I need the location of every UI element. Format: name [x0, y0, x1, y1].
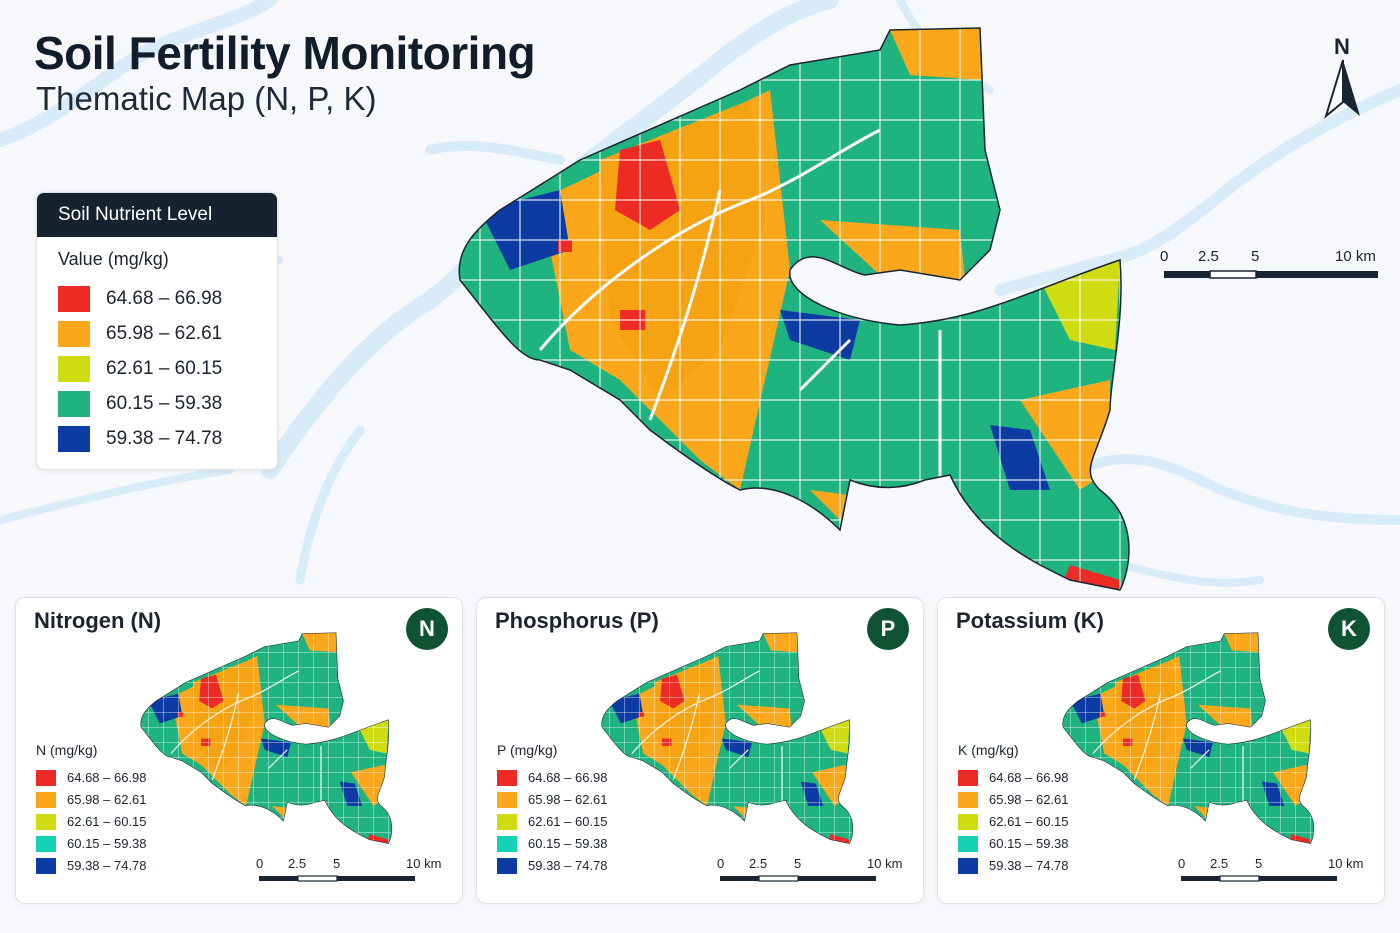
main-thematic-map [458, 27, 1130, 591]
panel-title: Nitrogen (N) [34, 608, 162, 633]
scale-tick-label: 2.5 [1210, 856, 1229, 871]
panel-title: Phosphorus (P) [495, 608, 659, 633]
legend-swatch [58, 356, 90, 382]
scale-bar-graphic [259, 875, 415, 882]
scale-tick-label: 2.5 [1198, 248, 1219, 265]
nitrogen-mini-map [140, 632, 393, 844]
legend-swatch [958, 792, 978, 808]
panel-badge: P [867, 608, 909, 650]
scale-tick-label: 0 [1178, 856, 1186, 871]
legend-swatch [497, 814, 517, 830]
soil-nutrient-legend: Soil Nutrient Level Value (mg/kg) 64.68 … [36, 192, 278, 470]
scale-bar: 0 2.5 5 10 km [717, 856, 907, 886]
scale-tick-label: 5 [1251, 248, 1260, 265]
scale-tick-label: 5 [1255, 856, 1263, 871]
legend-label: 59.38 – 74.78 [106, 428, 223, 449]
panel-unit: P (mg/kg) [497, 742, 558, 758]
legend-label: 59.38 – 74.78 [528, 858, 608, 873]
scale-tick-label: 0 [256, 856, 264, 871]
phosphorus-mini-map [601, 632, 854, 844]
scale-tick-label: 5 [794, 856, 802, 871]
scale-tick-label: 2.5 [288, 856, 307, 871]
scale-tick-label: 10 km [406, 856, 442, 871]
legend-swatch [497, 792, 517, 808]
legend-swatch [36, 814, 56, 830]
legend-swatch [36, 792, 56, 808]
scale-tick-label: 0 [717, 856, 725, 871]
panel-badge: N [406, 608, 448, 650]
north-label: N [1334, 34, 1350, 59]
legend-swatch [497, 770, 517, 786]
scale-tick-label: 10 km [867, 856, 903, 871]
panel-unit: N (mg/kg) [36, 742, 98, 758]
legend-swatch [497, 836, 517, 852]
legend-label: 64.68 – 66.98 [106, 288, 223, 309]
legend-swatch [958, 770, 978, 786]
legend-label: 64.68 – 66.98 [528, 770, 608, 785]
scale-bar: 0 2.5 5 10 km [256, 856, 446, 886]
scale-tick-label: 5 [333, 856, 341, 871]
legend-label: 62.61 – 60.15 [528, 814, 608, 829]
legend-label: 60.15 – 59.38 [67, 836, 147, 851]
legend-label: 60.15 – 59.38 [528, 836, 608, 851]
scale-tick-label: 10 km [1328, 856, 1364, 871]
scale-bar-graphic [720, 875, 876, 882]
legend-header: Soil Nutrient Level [37, 193, 277, 237]
legend-swatch [36, 836, 56, 852]
legend-label: 60.15 – 59.38 [989, 836, 1069, 851]
scale-tick-label: 2.5 [749, 856, 768, 871]
scale-bar: 0 2.5 5 10 km [1178, 856, 1368, 886]
legend-swatch [958, 858, 978, 874]
panel-badge: K [1328, 608, 1370, 650]
north-arrow: N [1320, 34, 1366, 120]
legend-swatch [58, 426, 90, 452]
legend-swatch [36, 770, 56, 786]
scale-tick-label: 0 [1160, 248, 1169, 265]
scale-bar-graphic [1164, 270, 1378, 279]
page-title: Soil Fertility Monitoring [34, 27, 536, 79]
legend-label: 64.68 – 66.98 [67, 770, 147, 785]
legend-unit: Value (mg/kg) [58, 249, 169, 269]
legend-swatch [958, 836, 978, 852]
panel-unit: K (mg/kg) [958, 742, 1019, 758]
legend-label: 62.61 – 60.15 [67, 814, 147, 829]
north-arrow-icon [1324, 59, 1360, 119]
scale-tick-label: 10 km [1335, 248, 1376, 265]
legend-label: 62.61 – 60.15 [106, 358, 223, 379]
legend-label: 65.98 – 62.61 [989, 792, 1069, 807]
legend-swatch [497, 858, 517, 874]
legend-swatch [36, 858, 56, 874]
legend-label: 65.98 – 62.61 [528, 792, 608, 807]
legend-label: 65.98 – 62.61 [106, 323, 223, 344]
legend-label: 64.68 – 66.98 [989, 770, 1069, 785]
panel-nitrogen: Nitrogen (N) N N (mg/kg [15, 597, 463, 904]
page-subtitle: Thematic Map (N, P, K) [36, 80, 377, 117]
scale-bar: 0 2.5 5 10 km [1160, 248, 1380, 284]
panel-phosphorus: Phosphorus (P) P P (mg/ [476, 597, 924, 904]
legend-label: 59.38 – 74.78 [67, 858, 147, 873]
legend-swatch [958, 814, 978, 830]
legend-swatch [58, 391, 90, 417]
scale-bar-graphic [1181, 875, 1337, 882]
legend-label: 65.98 – 62.61 [67, 792, 147, 807]
potassium-mini-map [1062, 632, 1315, 844]
legend-swatch [58, 286, 90, 312]
legend-label: 60.15 – 59.38 [106, 393, 223, 414]
panel-title: Potassium (K) [956, 608, 1104, 633]
legend-label: 62.61 – 60.15 [989, 814, 1069, 829]
legend-swatch [58, 321, 90, 347]
legend-label: 59.38 – 74.78 [989, 858, 1069, 873]
panel-potassium: Potassium (K) K K (mg/k [937, 597, 1385, 904]
